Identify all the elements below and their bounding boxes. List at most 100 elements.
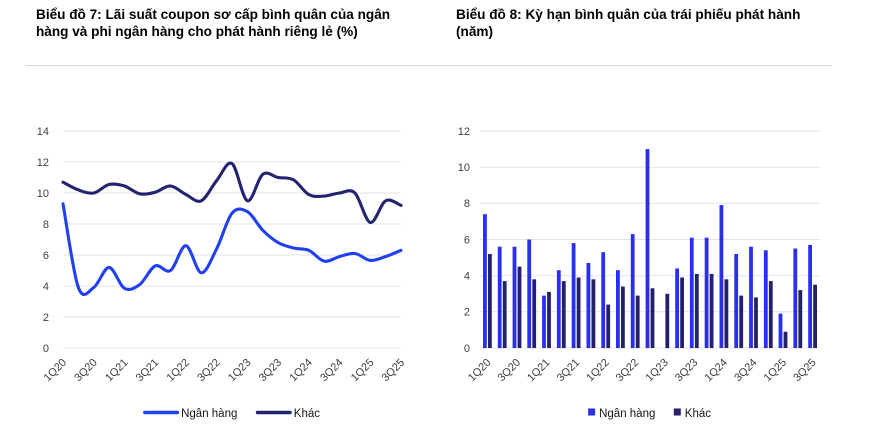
x-axis-tick-label: 1Q20 — [42, 357, 70, 385]
bar-khac — [488, 254, 492, 348]
bar-ngan-hang — [793, 248, 798, 348]
legend-item-khac: Khác — [255, 408, 320, 420]
legend-swatch-square — [588, 408, 596, 416]
bar-ngan-hang — [556, 270, 561, 348]
bar-khac — [680, 277, 684, 348]
bar-khac — [606, 304, 611, 348]
legend-swatch-line — [255, 410, 292, 415]
line-series-khac — [61, 161, 403, 225]
bar-khac — [561, 281, 566, 348]
bar-khac — [724, 279, 729, 348]
legend-item-ngan-hang: Ngân hàng — [143, 408, 237, 420]
legend-item-khac: Khác — [673, 408, 711, 420]
y-axis-tick-label: 0 — [464, 343, 470, 355]
x-axis-tick-label: 3Q23 — [257, 357, 285, 385]
x-axis-tick-label: 1Q24 — [287, 357, 315, 385]
x-axis-tick-label: 1Q23 — [226, 357, 254, 385]
x-axis-tick-label: 3Q20 — [72, 357, 100, 385]
bar-khac — [532, 279, 537, 348]
title-divider — [25, 65, 832, 66]
y-axis-tick-label: 8 — [43, 219, 49, 231]
bar-khac — [813, 284, 817, 348]
legend-label: Khác — [685, 408, 711, 420]
y-axis-tick-label: 0 — [43, 343, 49, 355]
legend-label: Ngân hàng — [599, 408, 655, 420]
bar-khac — [591, 279, 596, 348]
bar-khac — [621, 286, 625, 348]
x-axis-tick-label: 1Q22 — [164, 357, 192, 385]
legend-swatch-line — [143, 410, 180, 415]
line-series-ngan-hang — [61, 202, 403, 297]
bar-ngan-hang — [497, 246, 502, 348]
x-axis-tick-label: 1Q22 — [584, 357, 612, 385]
x-axis-tick-label: 1Q20 — [466, 357, 494, 385]
bar-khac — [635, 295, 640, 348]
bar-khac — [768, 281, 773, 348]
y-axis-tick-label: 6 — [43, 250, 49, 262]
chart7-title: Biểu đồ 7: Lãi suất coupon sơ cấp bình q… — [36, 7, 391, 40]
x-axis-tick-label: 3Q24 — [732, 357, 760, 385]
x-axis-tick-label: 3Q21 — [134, 357, 162, 385]
bar-ngan-hang — [749, 246, 753, 348]
bar-khac — [517, 266, 522, 348]
legend-label: Khác — [294, 408, 320, 420]
bar-khac — [502, 281, 507, 348]
bar-khac — [739, 295, 744, 348]
bar-ngan-hang — [571, 243, 576, 348]
x-axis-tick-label: 1Q21 — [525, 357, 553, 385]
bar-ngan-hang — [512, 246, 517, 348]
y-axis-tick-label: 2 — [464, 307, 470, 319]
bar-ngan-hang — [675, 268, 679, 348]
legend-swatch-square — [673, 408, 681, 416]
x-axis-tick-label: 3Q22 — [195, 357, 223, 385]
y-axis-tick-label: 10 — [37, 188, 49, 200]
bar-ngan-hang — [483, 214, 487, 348]
bar-khac — [576, 277, 581, 348]
x-axis-tick-label: 1Q25 — [349, 357, 377, 385]
bar-khac — [665, 293, 670, 349]
bar-ngan-hang — [719, 205, 724, 348]
bar-ngan-hang — [689, 237, 694, 348]
y-axis-tick-label: 6 — [464, 234, 470, 246]
x-axis-tick-label: 1Q21 — [103, 357, 131, 385]
y-axis-tick-label: 12 — [37, 157, 49, 169]
bar-khac — [754, 297, 758, 348]
bar-khac — [694, 273, 699, 348]
y-axis-tick-label: 2 — [43, 312, 49, 324]
bar-ngan-hang — [778, 313, 783, 348]
x-axis-tick-label: 1Q25 — [762, 357, 790, 385]
y-axis-tick-label: 4 — [464, 271, 470, 283]
x-axis-tick-label: 1Q23 — [643, 357, 671, 385]
legend-item-ngan-hang: Ngân hàng — [588, 408, 655, 420]
x-axis-tick-label: 3Q25 — [380, 357, 408, 385]
x-axis-tick-label: 3Q22 — [614, 357, 642, 385]
bar-khac — [709, 273, 714, 348]
bar-khac — [547, 291, 551, 348]
bar-ngan-hang — [630, 234, 635, 348]
chart8-title: Biểu đồ 8: Kỳ hạn bình quân của trái phi… — [456, 7, 801, 40]
x-axis-tick-label: 3Q20 — [496, 357, 524, 385]
bar-ngan-hang — [734, 254, 739, 348]
legend-label: Ngân hàng — [181, 408, 237, 420]
bar-khac — [798, 290, 803, 348]
y-axis-tick-label: 12 — [458, 126, 470, 138]
bar-ngan-hang — [704, 237, 709, 348]
bar-ngan-hang — [763, 250, 768, 348]
x-axis-tick-label: 3Q24 — [318, 357, 346, 385]
x-axis-tick-label: 3Q23 — [673, 357, 701, 385]
x-axis-tick-label: 3Q25 — [791, 357, 819, 385]
bar-ngan-hang — [527, 239, 532, 348]
bar-ngan-hang — [645, 149, 650, 348]
bar-ngan-hang — [808, 244, 812, 348]
y-axis-tick-label: 14 — [37, 126, 49, 138]
y-axis-tick-label: 4 — [43, 281, 49, 293]
y-axis-tick-label: 8 — [464, 198, 470, 210]
bar-khac — [783, 331, 788, 348]
bar-ngan-hang — [616, 270, 620, 348]
bar-ngan-hang — [542, 295, 546, 348]
bar-ngan-hang — [586, 263, 591, 348]
x-axis-tick-label: 1Q24 — [702, 357, 730, 385]
